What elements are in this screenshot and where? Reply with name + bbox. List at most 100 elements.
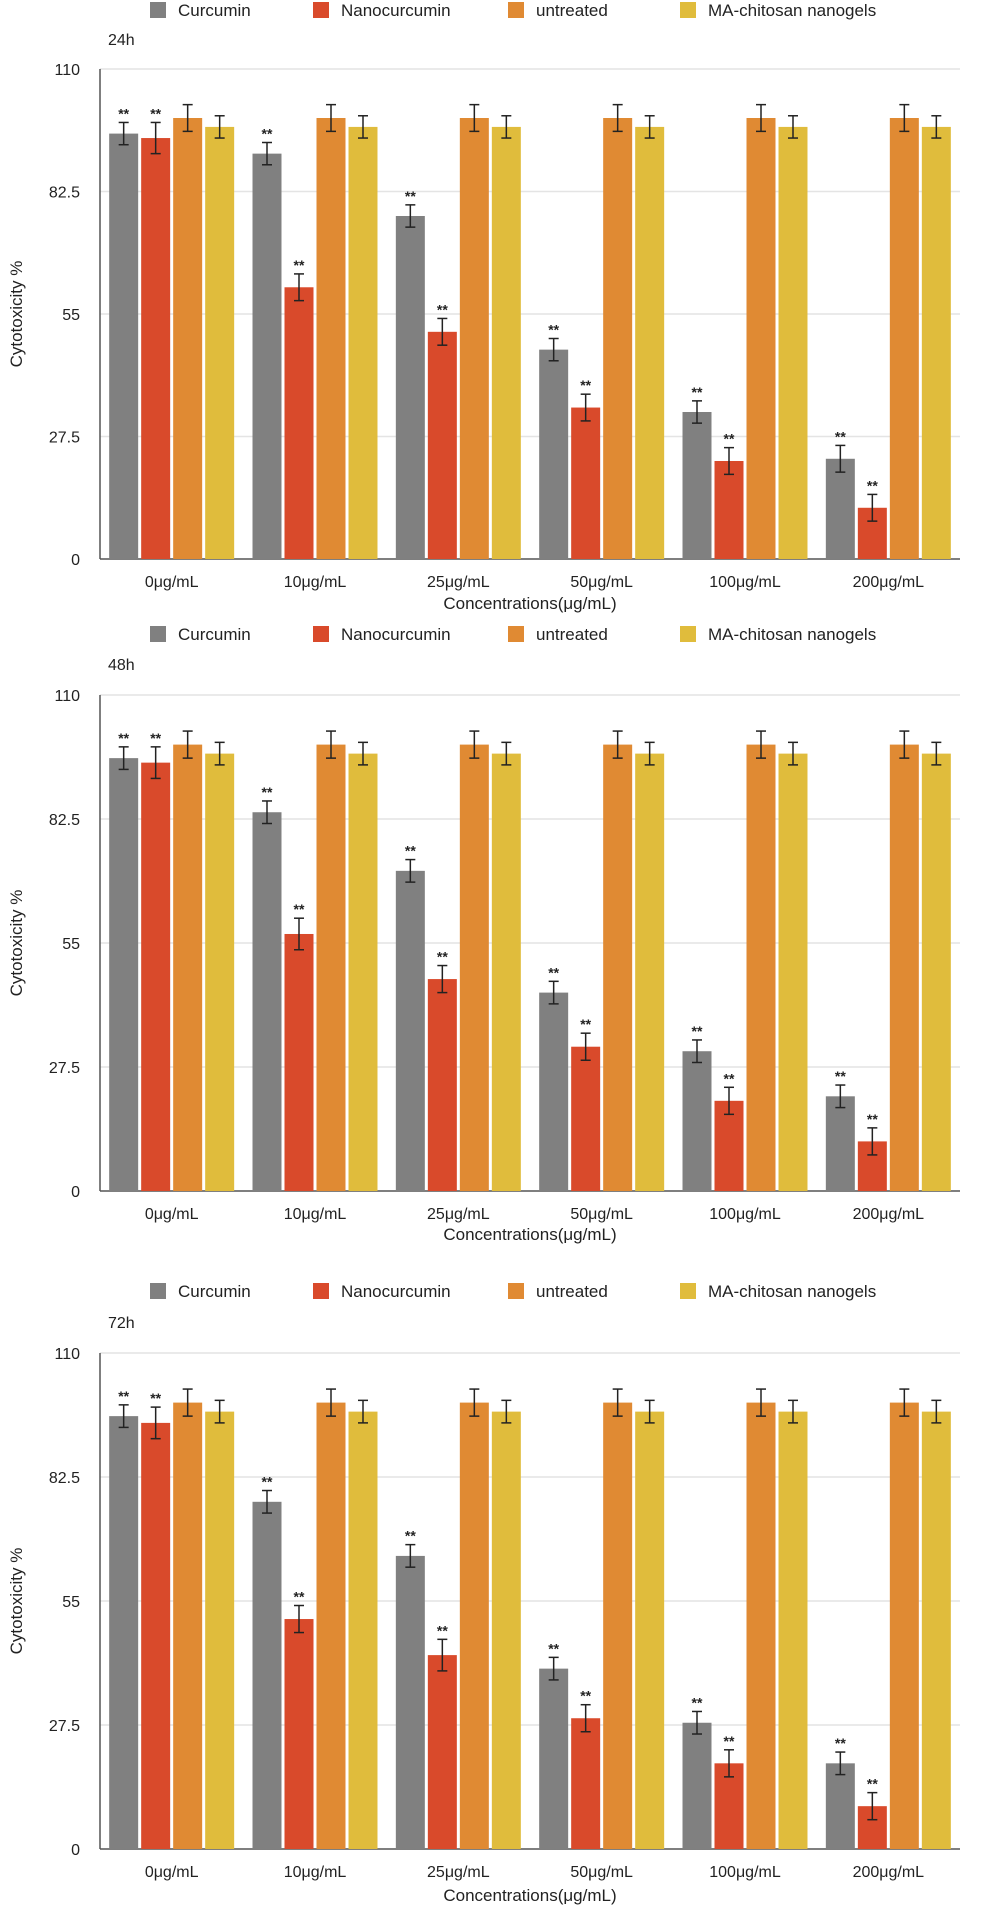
- x-tick-label: 0μg/mL: [145, 1206, 199, 1223]
- error-bar: [724, 446, 734, 476]
- x-tick-label: 10μg/mL: [284, 574, 347, 591]
- bar-curcumin: [395, 870, 425, 1191]
- x-tick-label: 10μg/mL: [284, 1864, 347, 1881]
- bar-curcumin: [682, 1051, 712, 1191]
- significance-marker: **: [867, 1776, 878, 1792]
- significance-marker: **: [724, 431, 735, 447]
- significance-marker: **: [724, 1070, 735, 1086]
- legend-item: MA-chitosan nanogels: [680, 1, 876, 20]
- y-axis-title: Cytotoxicity %: [7, 890, 26, 997]
- legend-label: Curcumin: [178, 1282, 251, 1301]
- significance-marker: **: [118, 1388, 129, 1404]
- error-bar: [756, 1388, 766, 1417]
- significance-marker: **: [405, 1528, 416, 1544]
- bar-curcumin: [539, 1668, 569, 1849]
- bar-ma-chitosan-nanogels: [205, 1411, 235, 1849]
- y-tick-label: 82.5: [49, 1470, 80, 1487]
- error-bar: [469, 730, 480, 759]
- bar-ma-chitosan-nanogels: [348, 126, 378, 559]
- error-bar: [692, 400, 702, 424]
- chart-panel-48h: Curcumin Nanocurcumin untreated MA-chitosan…: [7, 625, 960, 1244]
- significance-marker: **: [118, 105, 129, 121]
- x-tick-label: 10μg/mL: [284, 1206, 347, 1223]
- error-bar: [118, 1404, 129, 1429]
- legend-item: Curcumin: [150, 1282, 251, 1301]
- error-bar: [469, 103, 480, 133]
- significance-marker: **: [867, 1111, 878, 1127]
- bar-untreated: [459, 744, 489, 1191]
- bar-untreated: [459, 118, 489, 559]
- error-bar: [756, 730, 766, 759]
- significance-marker: **: [437, 949, 448, 965]
- error-bar: [580, 393, 591, 422]
- significance-marker: **: [835, 1068, 846, 1084]
- error-bar: [692, 1710, 702, 1735]
- bar-untreated: [316, 744, 346, 1191]
- error-bar: [548, 980, 559, 1005]
- y-tick-label: 27.5: [49, 1718, 80, 1735]
- bar-ma-chitosan-nanogels: [491, 1411, 521, 1849]
- error-bar: [612, 730, 623, 759]
- y-tick-label: 82.5: [49, 812, 80, 829]
- error-bar: [294, 273, 304, 302]
- bar-nanocurcumin: [284, 933, 314, 1191]
- error-bar: [182, 730, 193, 759]
- error-bar: [548, 337, 559, 362]
- bar-untreated: [316, 1402, 346, 1849]
- significance-marker: **: [692, 384, 703, 400]
- error-bar: [931, 741, 942, 766]
- significance-marker: **: [405, 843, 416, 859]
- x-tick-label: 25μg/mL: [427, 574, 490, 591]
- error-bar: [788, 1399, 798, 1424]
- error-bar: [214, 741, 225, 766]
- y-tick-label: 110: [54, 62, 80, 79]
- error-bar: [358, 115, 368, 139]
- bar-curcumin: [539, 992, 569, 1191]
- significance-marker: **: [150, 105, 161, 121]
- legend-swatch: [150, 626, 166, 642]
- y-tick-label: 0: [71, 1842, 80, 1859]
- legend-swatch: [680, 626, 696, 642]
- error-bar: [437, 964, 448, 994]
- error-bar: [326, 103, 336, 133]
- bar-curcumin: [109, 1416, 139, 1849]
- bar-curcumin: [682, 1722, 712, 1849]
- legend-item: Curcumin: [150, 1, 251, 20]
- bar-untreated: [173, 744, 203, 1191]
- error-bar: [501, 115, 512, 139]
- significance-marker: **: [294, 901, 305, 917]
- bar-ma-chitosan-nanogels: [635, 126, 665, 559]
- bar-nanocurcumin: [571, 407, 601, 559]
- bar-untreated: [746, 744, 776, 1191]
- bar-ma-chitosan-nanogels: [491, 753, 521, 1191]
- bar-untreated: [173, 1402, 203, 1849]
- error-bar: [182, 1388, 193, 1417]
- bar-nanocurcumin: [714, 1763, 744, 1849]
- bar-curcumin: [395, 1555, 425, 1849]
- error-bar: [214, 115, 225, 139]
- legend-label: MA-chitosan nanogels: [708, 1282, 876, 1301]
- legend-item: MA-chitosan nanogels: [680, 1282, 876, 1301]
- bar-nanocurcumin: [141, 138, 171, 559]
- bar-curcumin: [682, 412, 712, 559]
- error-bar: [612, 103, 623, 133]
- bar-untreated: [603, 1402, 633, 1849]
- bar-nanocurcumin: [141, 1422, 171, 1849]
- error-bar: [724, 1749, 734, 1778]
- x-tick-label: 0μg/mL: [145, 1864, 199, 1881]
- error-bar: [182, 103, 193, 133]
- error-bar: [580, 1703, 591, 1733]
- significance-marker: **: [262, 126, 273, 142]
- error-bar: [501, 741, 512, 766]
- error-bar: [644, 1399, 655, 1424]
- legend-label: Nanocurcumin: [341, 625, 451, 644]
- significance-marker: **: [294, 1589, 305, 1605]
- error-bar: [118, 746, 129, 771]
- x-tick-label: 100μg/mL: [709, 1206, 781, 1223]
- bar-ma-chitosan-nanogels: [778, 126, 808, 559]
- x-tick-label: 50μg/mL: [570, 1864, 633, 1881]
- legend-swatch: [680, 1283, 696, 1299]
- error-bar: [358, 741, 368, 766]
